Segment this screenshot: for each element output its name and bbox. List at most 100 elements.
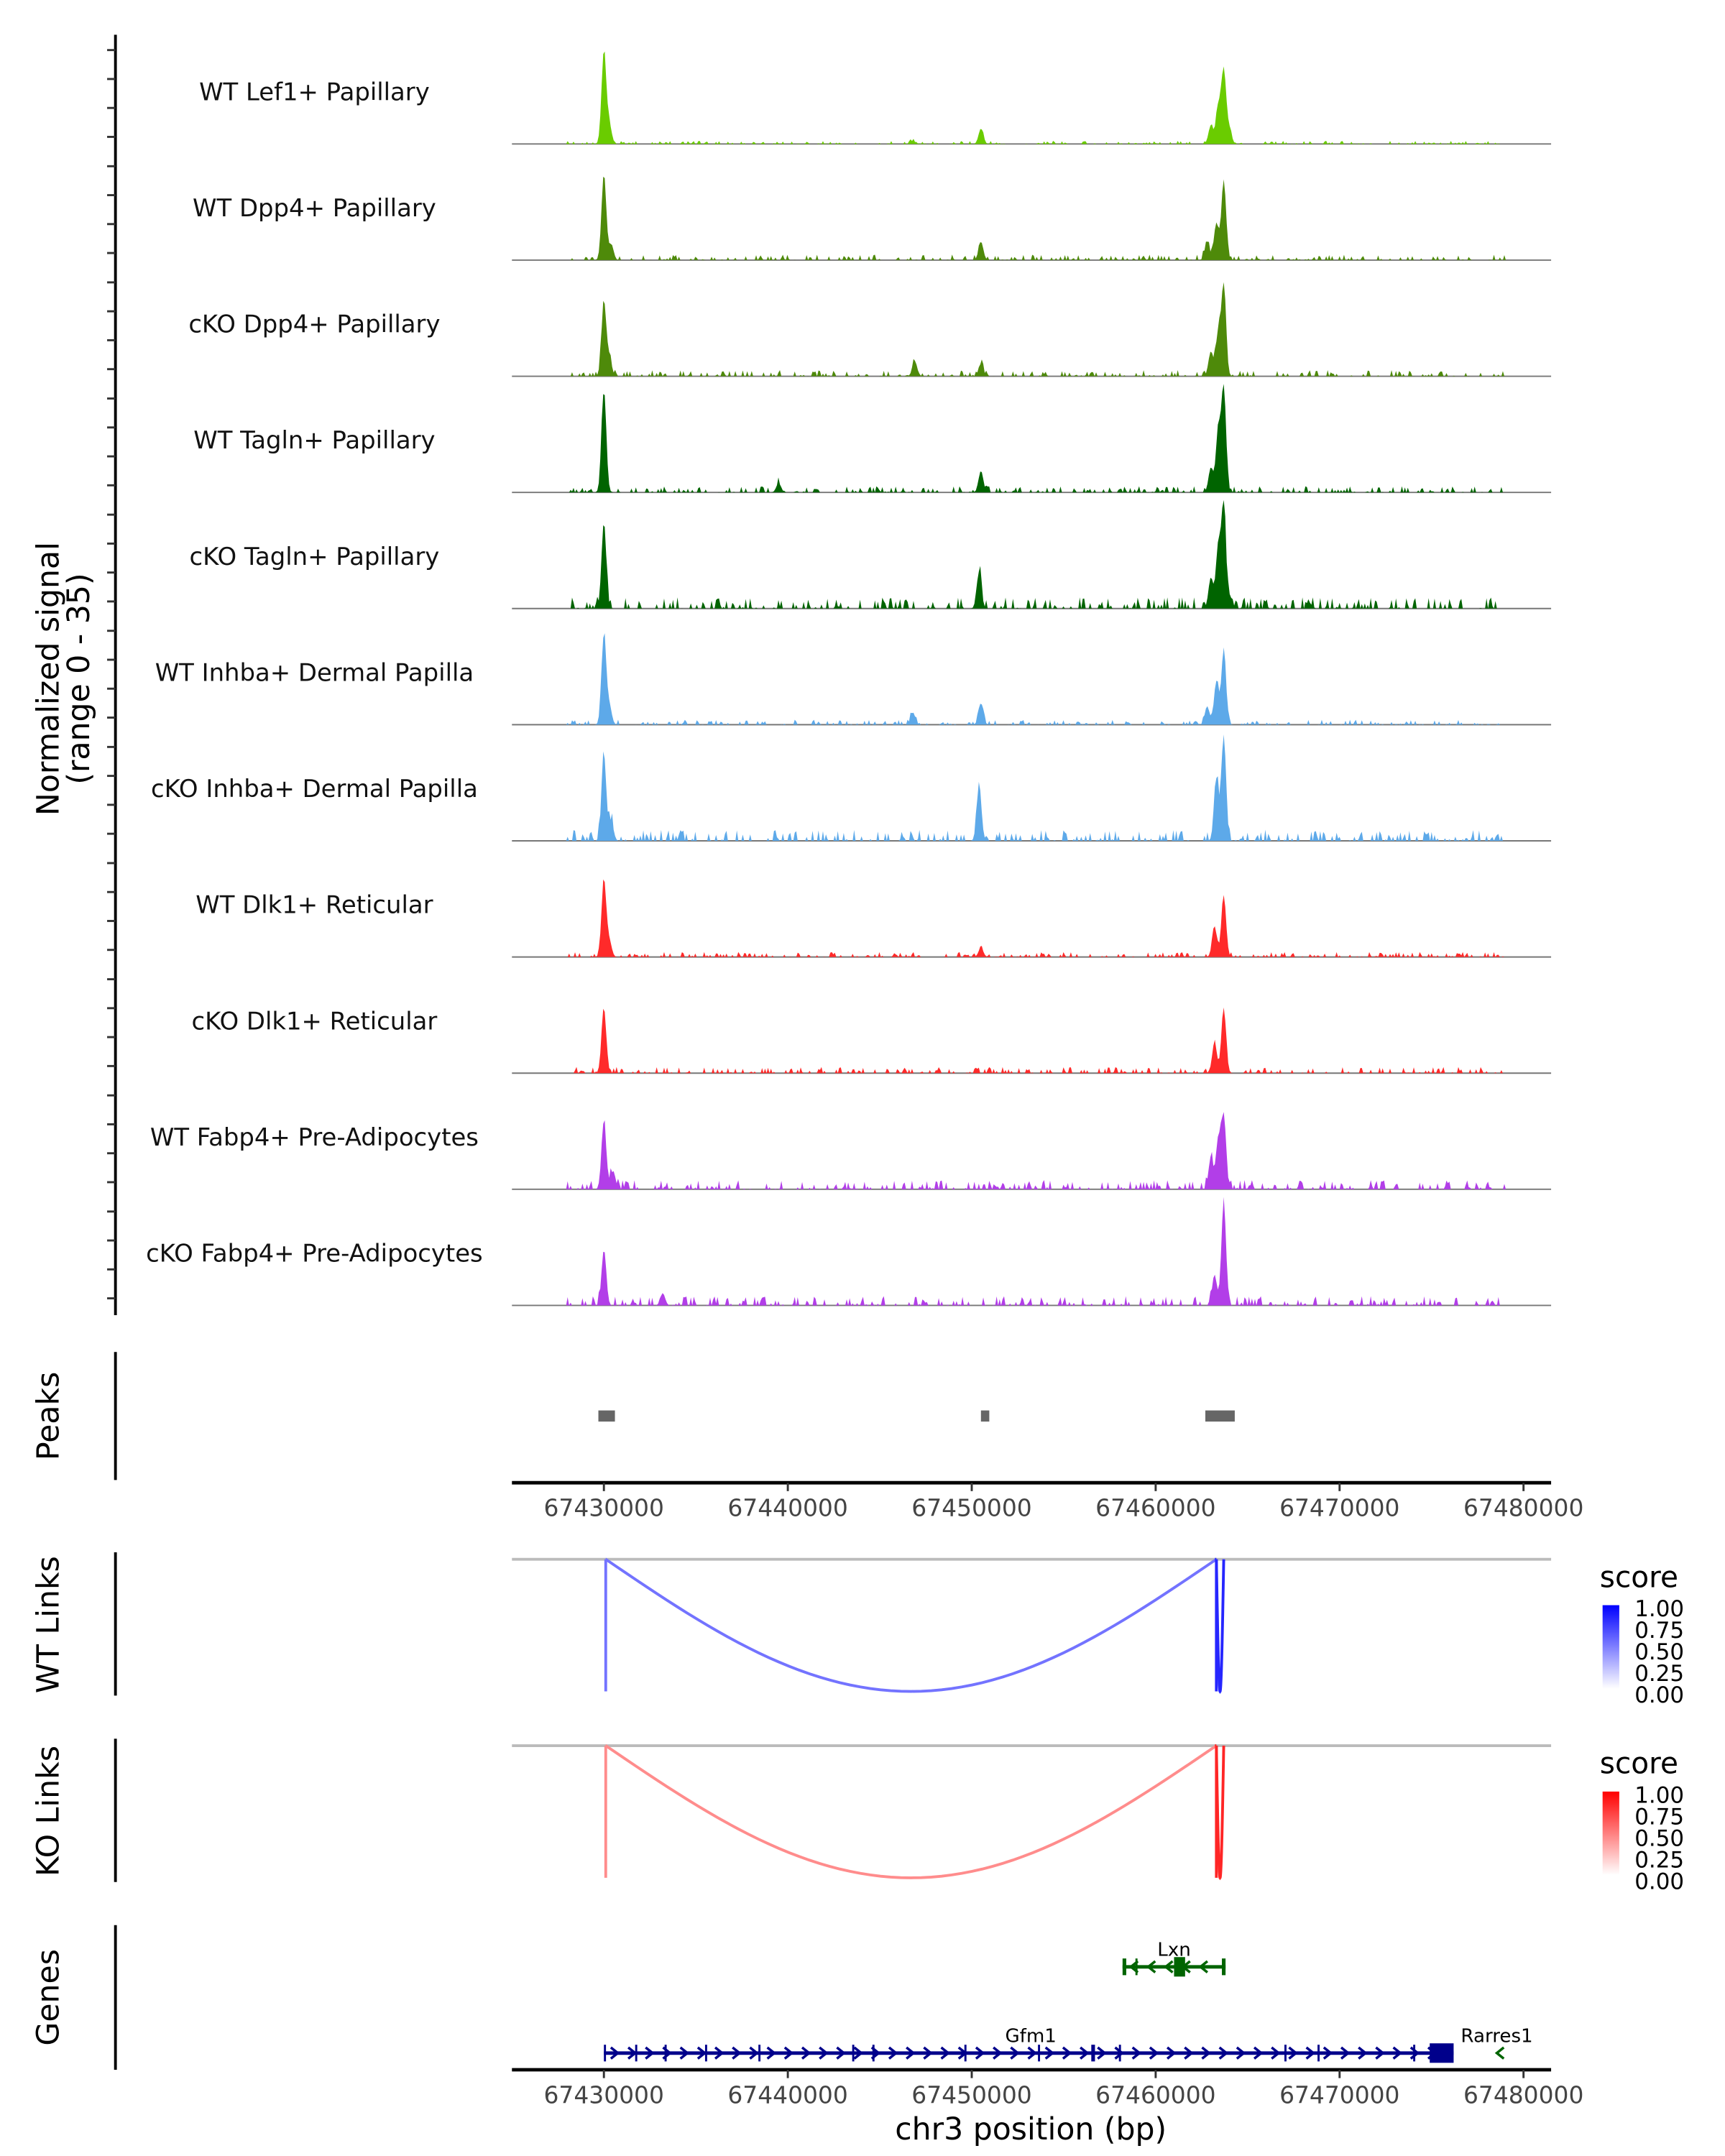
- exon: [1135, 1958, 1138, 1976]
- strand-arrow-icon: [1080, 2046, 1090, 2060]
- coverage-area: [512, 1007, 1552, 1074]
- legend-tick-label: 1.00: [1634, 1782, 1684, 1808]
- strand-arrow-icon: [1149, 2046, 1159, 2060]
- track-label: WT Lef1+ Papillary: [199, 78, 430, 106]
- coverage-track: WT Inhba+ Dermal Papilla: [155, 633, 1552, 726]
- legend-tick-label: 0.50: [1634, 1639, 1684, 1665]
- track-label: WT Dpp4+ Papillary: [193, 194, 436, 222]
- links-label: WT Links: [30, 1556, 66, 1693]
- strand-arrow-icon: [923, 2046, 933, 2060]
- coverage-track: WT Fabp4+ Pre-Adipocytes: [150, 1112, 1552, 1190]
- track-label: WT Dlk1+ Reticular: [196, 891, 433, 919]
- exon: [964, 2045, 967, 2062]
- coverage-area: [512, 282, 1552, 377]
- legend-title: score: [1600, 1560, 1678, 1594]
- track-label: WT Fabp4+ Pre-Adipocytes: [150, 1123, 479, 1151]
- strand-arrow-icon: [696, 2046, 707, 2060]
- strand-arrow-icon: [1305, 2046, 1316, 2060]
- exon: [1284, 2045, 1287, 2062]
- legend-colorbar: [1602, 1605, 1619, 1689]
- peaks-panel: Peaks: [30, 1352, 1235, 1480]
- exon: [1317, 2045, 1320, 2062]
- strand-arrow-icon: [749, 2046, 759, 2060]
- strand-arrow-icon: [1236, 2046, 1246, 2060]
- strand-arrow-icon: [1288, 2046, 1298, 2060]
- links-label: KO Links: [30, 1746, 66, 1876]
- strand-arrow-icon: [645, 2046, 655, 2060]
- coverage-area: [512, 499, 1552, 609]
- strand-arrow-icon: [836, 2046, 846, 2060]
- coverage-track: WT Tagln+ Papillary: [193, 384, 1552, 494]
- x-tick-label: 67450000: [911, 2081, 1031, 2109]
- exon: [1122, 1958, 1126, 1976]
- coverage-track: WT Lef1+ Papillary: [199, 51, 1552, 145]
- strand-arrow-icon: [1358, 2046, 1368, 2060]
- strand-arrow-icon: [1218, 2046, 1229, 2060]
- x-tick-label: 67460000: [1095, 1494, 1215, 1522]
- x-tick-label: 67430000: [543, 2081, 663, 2109]
- strand-arrow-icon: [1184, 2046, 1194, 2060]
- strand-arrow-icon: [1164, 1960, 1174, 1973]
- strand-arrow-icon: [888, 2046, 898, 2060]
- strand-arrow-icon: [906, 2046, 916, 2060]
- strand-arrow-icon: [1322, 2046, 1333, 2060]
- strand-arrow-icon: [1131, 2046, 1142, 2060]
- legend-tick-label: 0.25: [1634, 1661, 1684, 1687]
- track-label: cKO Tagln+ Papillary: [190, 543, 440, 571]
- legend-tick-label: 1.00: [1634, 1596, 1684, 1622]
- strand-arrow-icon: [1166, 2046, 1177, 2060]
- gene-lxn: Lxn: [1122, 1939, 1226, 1977]
- x-tick-label: 67470000: [1279, 1494, 1399, 1522]
- gene-rarres1: Rarres1: [1460, 2025, 1533, 2060]
- strand-arrow-icon: [1044, 2046, 1055, 2060]
- peak-region: [598, 1410, 615, 1422]
- strand-arrow-icon: [783, 2046, 794, 2060]
- strand-arrow-icon: [1027, 2046, 1037, 2060]
- gene-label: Gfm1: [1005, 2025, 1056, 2047]
- strand-arrow-icon: [766, 2046, 777, 2060]
- strand-arrow-icon: [610, 2046, 620, 2060]
- gene-gfm1: Gfm1: [604, 2025, 1454, 2063]
- coverage-area: [512, 633, 1552, 725]
- strand-arrow-icon: [1062, 2046, 1072, 2060]
- strand-arrow-icon: [1010, 2046, 1020, 2060]
- exon: [1038, 2045, 1041, 2062]
- coverage-track: WT Dpp4+ Papillary: [193, 176, 1552, 261]
- strand-arrow-icon: [1271, 2046, 1281, 2060]
- legend-tick-label: 0.50: [1634, 1825, 1684, 1851]
- coverage-area: [512, 176, 1552, 260]
- exon: [1413, 2045, 1416, 2062]
- track-label: WT Inhba+ Dermal Papilla: [155, 658, 474, 686]
- x-tick-label: 67470000: [1279, 2081, 1399, 2109]
- exon: [604, 2045, 607, 2062]
- coverage-y-label-line1: Normalized signal: [30, 542, 66, 816]
- peaks-label: Peaks: [30, 1372, 66, 1460]
- exon: [1091, 2045, 1095, 2062]
- x-tick-label: 67440000: [727, 2081, 847, 2109]
- exon: [872, 2045, 875, 2062]
- strand-arrow-icon: [1392, 2046, 1403, 2060]
- strand-arrow-icon: [801, 2046, 811, 2060]
- strand-arrow-icon: [1198, 1960, 1208, 1973]
- legend-tick-label: 0.25: [1634, 1847, 1684, 1873]
- x-tick-label: 67440000: [727, 1494, 847, 1522]
- strand-arrow-icon: [732, 2046, 742, 2060]
- legend-title: score: [1600, 1746, 1678, 1781]
- x-tick-label: 67480000: [1463, 1494, 1583, 1522]
- coverage-track: cKO Tagln+ Papillary: [190, 499, 1552, 609]
- exon: [1222, 1958, 1226, 1976]
- exon: [852, 2045, 855, 2062]
- x-tick-label: 67430000: [543, 1494, 663, 1522]
- exon: [1174, 1957, 1185, 1977]
- track-label: cKO Inhba+ Dermal Papilla: [151, 775, 478, 803]
- exon: [1118, 2045, 1121, 2062]
- track-label: cKO Fabp4+ Pre-Adipocytes: [146, 1239, 483, 1267]
- coverage-track: cKO Dpp4+ Papillary: [188, 282, 1552, 377]
- strand-arrow-icon: [975, 2046, 985, 2060]
- coverage-track: cKO Fabp4+ Pre-Adipocytes: [146, 1197, 1552, 1307]
- strand-arrow-icon: [1375, 2046, 1385, 2060]
- exon: [704, 2045, 707, 2062]
- genes-label: Genes: [30, 1949, 66, 2046]
